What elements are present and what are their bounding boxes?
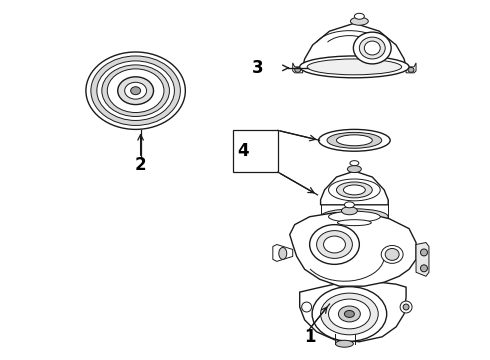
Ellipse shape [344, 202, 354, 208]
Ellipse shape [323, 236, 345, 253]
Ellipse shape [408, 67, 414, 72]
Ellipse shape [420, 249, 427, 256]
Ellipse shape [107, 69, 164, 113]
Polygon shape [293, 63, 303, 73]
Ellipse shape [318, 129, 390, 151]
Ellipse shape [353, 32, 391, 64]
Ellipse shape [302, 302, 312, 312]
Ellipse shape [350, 17, 368, 25]
Ellipse shape [329, 218, 379, 228]
Ellipse shape [86, 52, 185, 129]
Ellipse shape [339, 306, 360, 322]
Ellipse shape [312, 287, 387, 341]
Text: 1: 1 [304, 328, 316, 346]
Ellipse shape [342, 207, 357, 215]
Ellipse shape [328, 211, 380, 222]
Ellipse shape [381, 246, 403, 264]
Ellipse shape [310, 225, 359, 264]
Ellipse shape [320, 293, 378, 335]
Ellipse shape [307, 59, 402, 75]
Ellipse shape [327, 132, 382, 148]
Ellipse shape [420, 265, 427, 272]
Polygon shape [290, 213, 416, 286]
Polygon shape [406, 63, 416, 73]
Ellipse shape [300, 56, 409, 78]
Ellipse shape [400, 301, 412, 313]
Ellipse shape [338, 220, 371, 226]
Ellipse shape [124, 82, 147, 99]
Bar [233, 130, 278, 172]
Ellipse shape [403, 304, 409, 310]
Ellipse shape [118, 77, 153, 105]
Ellipse shape [317, 231, 352, 258]
Ellipse shape [336, 340, 353, 347]
Ellipse shape [131, 87, 141, 95]
Polygon shape [303, 23, 406, 67]
Ellipse shape [385, 248, 399, 260]
Text: 4: 4 [237, 142, 249, 160]
Ellipse shape [354, 13, 365, 19]
Ellipse shape [102, 65, 170, 117]
Ellipse shape [350, 161, 359, 166]
Ellipse shape [365, 41, 380, 55]
Ellipse shape [320, 209, 388, 225]
Ellipse shape [328, 299, 370, 329]
Text: 3: 3 [252, 59, 264, 77]
Ellipse shape [97, 61, 174, 121]
Polygon shape [320, 171, 388, 205]
Ellipse shape [328, 179, 380, 201]
Ellipse shape [279, 247, 287, 260]
Ellipse shape [337, 135, 372, 146]
Ellipse shape [347, 166, 361, 172]
Ellipse shape [91, 56, 180, 125]
Ellipse shape [343, 185, 366, 195]
Polygon shape [416, 243, 429, 276]
Ellipse shape [359, 37, 385, 59]
Text: 2: 2 [135, 156, 147, 174]
Polygon shape [300, 282, 406, 342]
Ellipse shape [344, 310, 354, 318]
Polygon shape [273, 244, 293, 261]
Ellipse shape [294, 67, 301, 72]
Ellipse shape [337, 182, 372, 198]
